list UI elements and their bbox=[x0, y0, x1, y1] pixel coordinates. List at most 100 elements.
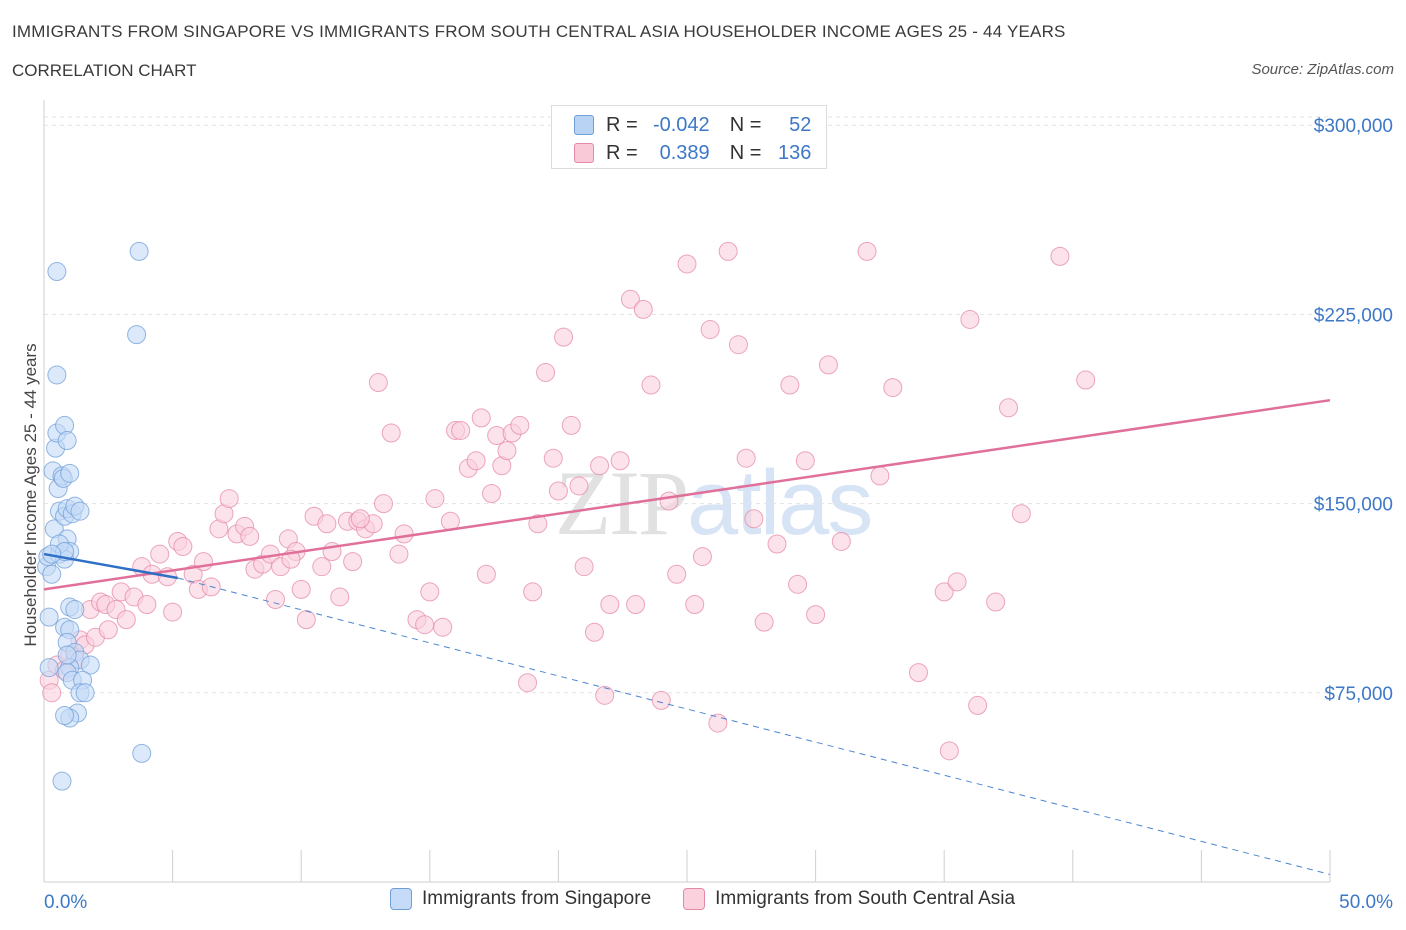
point-south-central-asia bbox=[518, 673, 538, 693]
point-south-central-asia bbox=[451, 420, 471, 440]
legend-n-label: N = bbox=[729, 141, 762, 164]
point-south-central-asia bbox=[471, 408, 491, 428]
point-singapore bbox=[75, 683, 95, 703]
point-south-central-asia bbox=[780, 375, 800, 395]
legend-n-label: N = bbox=[729, 113, 762, 136]
legend-label-south-central-asia: Immigrants from South Central Asia bbox=[715, 888, 1016, 909]
point-south-central-asia bbox=[700, 320, 720, 340]
point-south-central-asia bbox=[767, 534, 787, 554]
point-south-central-asia bbox=[999, 398, 1018, 418]
point-south-central-asia bbox=[584, 622, 604, 642]
point-south-central-asia bbox=[754, 612, 774, 632]
point-south-central-asia bbox=[870, 466, 890, 486]
point-south-central-asia bbox=[240, 526, 260, 546]
point-singapore bbox=[55, 706, 75, 726]
point-south-central-asia bbox=[968, 695, 988, 715]
y-tick-label: $300,000 bbox=[1314, 116, 1393, 137]
point-south-central-asia bbox=[381, 423, 401, 443]
point-south-central-asia bbox=[476, 564, 496, 584]
legend-swatch-singapore bbox=[390, 888, 412, 910]
point-south-central-asia bbox=[857, 241, 877, 261]
point-south-central-asia bbox=[728, 335, 748, 355]
series-south-central-asia-points bbox=[39, 241, 1096, 761]
point-south-central-asia bbox=[265, 589, 285, 609]
point-south-central-asia bbox=[641, 375, 661, 395]
point-singapore bbox=[42, 544, 62, 564]
legend-n-value: 52 bbox=[789, 113, 812, 136]
point-south-central-asia bbox=[788, 574, 808, 594]
point-south-central-asia bbox=[296, 610, 316, 630]
point-singapore bbox=[52, 771, 72, 791]
point-south-central-asia bbox=[744, 509, 764, 529]
point-south-central-asia bbox=[986, 592, 1006, 612]
point-south-central-asia bbox=[960, 309, 980, 329]
point-south-central-asia bbox=[1050, 246, 1070, 266]
point-south-central-asia bbox=[626, 595, 646, 615]
point-singapore bbox=[47, 262, 67, 282]
x-tick-label-min: 0.0% bbox=[44, 892, 87, 913]
trend-line-singapore bbox=[43, 552, 178, 580]
point-singapore bbox=[80, 655, 100, 675]
y-axis-label: Householder Income Ages 25 - 44 years bbox=[21, 343, 40, 646]
source-label: Source: ZipAtlas.com bbox=[1251, 61, 1394, 78]
point-singapore bbox=[60, 463, 80, 483]
point-south-central-asia bbox=[394, 524, 414, 544]
point-south-central-asia bbox=[818, 355, 838, 375]
point-south-central-asia bbox=[831, 531, 851, 551]
point-south-central-asia bbox=[561, 415, 581, 435]
legend-row-singapore: R = -0.042 N = 52 bbox=[574, 113, 811, 137]
trend-line-singapore-extended bbox=[177, 577, 1331, 875]
legend-swatch-south-central-asia bbox=[683, 888, 706, 910]
point-south-central-asia bbox=[98, 620, 118, 640]
point-south-central-asia bbox=[590, 456, 610, 476]
point-south-central-asia bbox=[620, 289, 640, 309]
point-south-central-asia bbox=[795, 451, 815, 471]
point-south-central-asia bbox=[677, 254, 697, 274]
y-tick-label: $225,000 bbox=[1314, 305, 1393, 326]
point-singapore bbox=[39, 658, 59, 678]
point-south-central-asia bbox=[482, 484, 502, 504]
point-south-central-asia bbox=[219, 489, 239, 509]
point-south-central-asia bbox=[330, 587, 350, 607]
point-singapore bbox=[42, 564, 62, 584]
point-south-central-asia bbox=[908, 663, 928, 683]
point-south-central-asia bbox=[536, 362, 556, 382]
point-south-central-asia bbox=[667, 564, 687, 584]
point-south-central-asia bbox=[659, 491, 679, 511]
point-south-central-asia bbox=[291, 579, 311, 599]
legend-r-value: 0.389 bbox=[659, 141, 710, 164]
point-south-central-asia bbox=[806, 605, 826, 625]
point-south-central-asia bbox=[374, 494, 394, 514]
point-singapore bbox=[129, 241, 149, 261]
point-south-central-asia bbox=[708, 713, 728, 733]
point-south-central-asia bbox=[510, 415, 530, 435]
point-south-central-asia bbox=[1076, 370, 1096, 390]
point-south-central-asia bbox=[368, 373, 388, 393]
point-south-central-asia bbox=[523, 582, 543, 602]
point-south-central-asia bbox=[685, 595, 705, 615]
chart-title: IMMIGRANTS FROM SINGAPORE VS IMMIGRANTS … bbox=[12, 22, 1066, 41]
point-south-central-asia bbox=[173, 536, 193, 556]
point-singapore bbox=[57, 431, 77, 451]
point-south-central-asia bbox=[574, 557, 594, 577]
point-singapore bbox=[39, 607, 59, 627]
point-south-central-asia bbox=[554, 327, 574, 347]
chart-subtitle: CORRELATION CHART bbox=[12, 61, 197, 80]
legend-r-label: R = bbox=[606, 141, 638, 164]
correlation-legend: R = -0.042 N = 52 R = 0.389 N = 136 bbox=[551, 105, 827, 169]
legend-r-value: -0.042 bbox=[652, 113, 710, 136]
legend-row-south-central-asia: R = 0.389 N = 136 bbox=[574, 141, 811, 165]
legend-label-singapore: Immigrants from Singapore bbox=[422, 888, 652, 909]
legend-item-south-central-asia: Immigrants from South Central Asia bbox=[683, 888, 1015, 910]
point-south-central-asia bbox=[610, 451, 630, 471]
point-south-central-asia bbox=[947, 572, 967, 592]
point-south-central-asia bbox=[116, 610, 136, 630]
point-south-central-asia bbox=[420, 582, 440, 602]
point-south-central-asia bbox=[42, 683, 62, 703]
point-south-central-asia bbox=[343, 552, 363, 572]
point-south-central-asia bbox=[569, 476, 589, 496]
axis-labels: $75,000 $150,000 $225,000 $300,000 0.0% 50.0%… bbox=[21, 116, 1393, 913]
series-legend: Immigrants from Singapore Immigrants fro… bbox=[390, 888, 1047, 910]
point-south-central-asia bbox=[934, 582, 954, 602]
point-south-central-asia bbox=[528, 514, 548, 534]
